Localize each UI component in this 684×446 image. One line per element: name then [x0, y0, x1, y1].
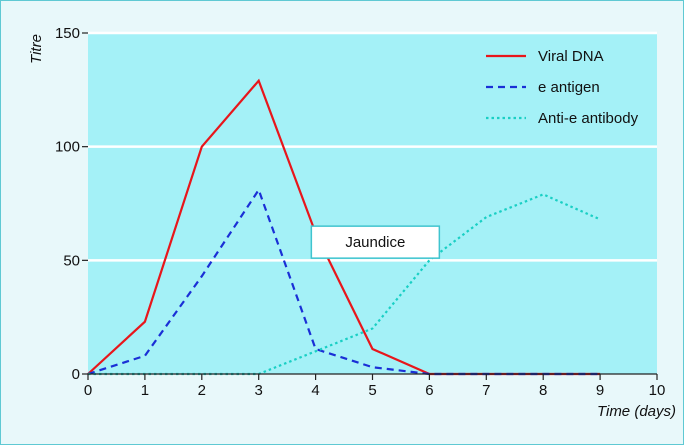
x-tick-label: 7: [482, 382, 490, 399]
y-tick-label: 50: [63, 252, 80, 269]
y-axis-title: Titre: [28, 34, 45, 64]
annotation-box: [310, 225, 441, 259]
x-tick-label: 0: [84, 382, 92, 399]
x-tick-label: 3: [255, 382, 263, 399]
legend: Viral DNA e antigen Anti-e antibody: [486, 48, 639, 127]
y-tick-label: 100: [55, 139, 80, 156]
legend-label: e antigen: [538, 79, 600, 96]
x-tick-label: 4: [311, 382, 319, 399]
x-tick-label: 8: [539, 382, 547, 399]
legend-label: Anti-e antibody: [538, 110, 639, 127]
x-axis-title: Time (days): [597, 403, 676, 420]
annotation-layer: Jaundice: [310, 225, 441, 259]
y-tick-label: 150: [55, 25, 80, 42]
annotation-label: Jaundice: [345, 234, 405, 251]
x-tick-label: 2: [198, 382, 206, 399]
x-tick-label: 6: [425, 382, 433, 399]
series-line: [88, 193, 601, 376]
gridlines: [88, 31, 657, 262]
x-tick-label: 5: [368, 382, 376, 399]
y-tick-label: 0: [72, 366, 80, 383]
x-tick-label: 1: [141, 382, 149, 399]
x-ticks: 0 1 2 3 4 5 6 7 8 9 10: [84, 374, 666, 399]
series-line: [87, 187, 601, 376]
legend-label: Viral DNA: [538, 48, 604, 65]
x-tick-label: 9: [596, 382, 604, 399]
y-ticks: 0 50 100 150: [55, 25, 88, 383]
x-tick-label: 10: [649, 382, 666, 399]
